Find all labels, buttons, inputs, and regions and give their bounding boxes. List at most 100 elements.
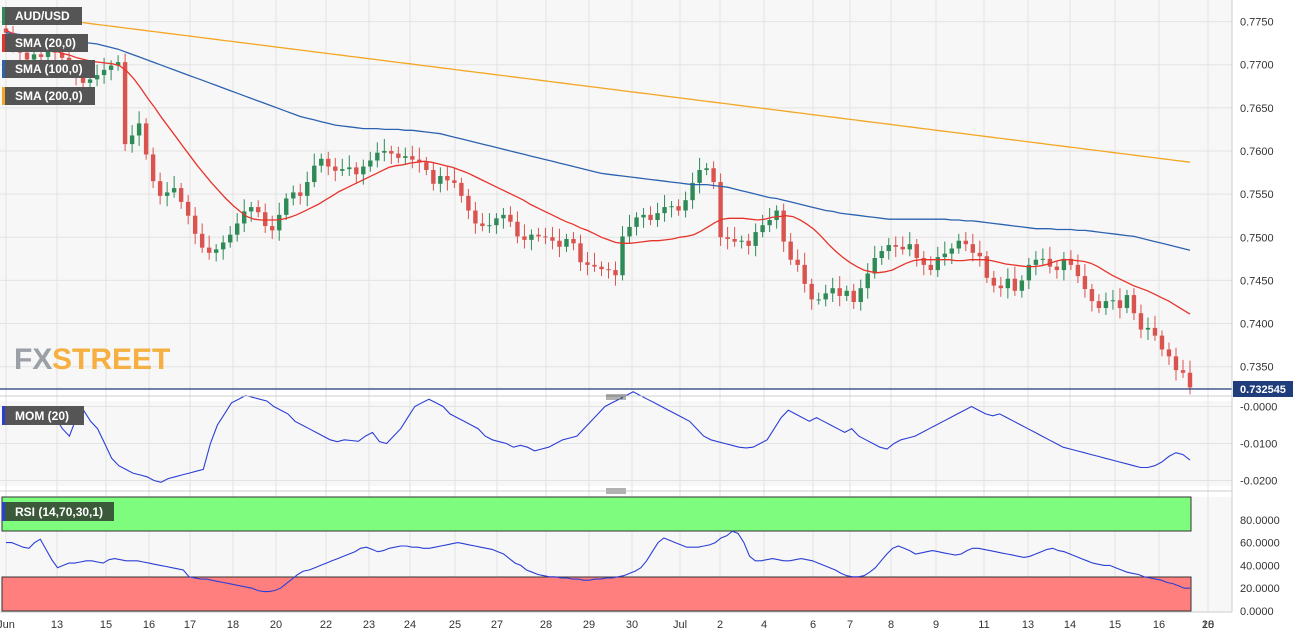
mom-line: [5, 391, 1191, 483]
candle-body: [529, 234, 534, 240]
legend-mom[interactable]: MOM (20): [2, 406, 84, 425]
candle-body: [634, 217, 639, 227]
candle-body: [424, 162, 429, 170]
legend-sma100[interactable]: SMA (100,0): [2, 60, 95, 78]
candle-body: [1005, 278, 1011, 289]
candle-body: [998, 285, 1004, 289]
candle-body: [767, 220, 772, 226]
candle-body: [1054, 266, 1060, 271]
candle-body: [1138, 313, 1144, 330]
candle-body: [753, 232, 758, 246]
candle-body: [900, 246, 905, 250]
candle-body: [1012, 278, 1018, 291]
candle-body: [249, 207, 254, 212]
candle-body: [438, 176, 443, 184]
candle-body: [872, 257, 877, 274]
x-tick-label: 16: [143, 619, 155, 631]
candle-body: [171, 188, 177, 193]
candle-body: [1019, 280, 1025, 291]
candle-body: [991, 277, 997, 286]
candle-body: [739, 240, 744, 242]
candle-body: [536, 234, 541, 237]
candle-body: [143, 123, 149, 155]
candle-body: [1033, 259, 1039, 265]
rsi-tick-label: 20.0000: [1240, 583, 1280, 595]
candle-body: [284, 198, 289, 215]
candle-body: [206, 247, 212, 253]
candle-body: [487, 225, 492, 227]
candle-body: [830, 288, 835, 294]
x-tick-label: Jun: [0, 619, 15, 631]
candle-body: [977, 252, 983, 257]
candle-body: [1117, 300, 1123, 309]
sma100-line: [5, 32, 1191, 251]
candle-body: [704, 168, 709, 170]
x-tick-label: 11: [978, 619, 989, 631]
candle-body: [354, 167, 359, 175]
legend-mom-label: MOM (20): [15, 409, 69, 423]
candle-body: [94, 75, 100, 80]
x-tick-label: 14: [1064, 619, 1076, 631]
candle-body: [522, 236, 527, 240]
candle-body: [31, 54, 37, 60]
candle-body: [80, 76, 86, 83]
candle-body: [192, 215, 198, 234]
legend-rsi[interactable]: RSI (14,70,30,1): [2, 502, 114, 521]
candle-body: [606, 269, 611, 271]
candle-body: [45, 49, 51, 57]
x-tick-label: 22: [320, 619, 332, 631]
mom-plot: [5, 391, 1191, 483]
legend-sma200[interactable]: SMA (200,0): [2, 87, 95, 105]
candle-body: [150, 154, 156, 182]
candle-body: [851, 290, 856, 302]
candle-body: [641, 214, 646, 218]
candle-body: [1159, 335, 1165, 350]
candle-body: [557, 240, 562, 247]
candle-body: [515, 221, 520, 237]
candle-body: [1082, 276, 1088, 290]
candle-body: [774, 210, 779, 221]
legend-symbol[interactable]: AUD/USD: [2, 7, 82, 25]
rsi-tick-label: 40.0000: [1240, 560, 1280, 572]
candle-body: [256, 207, 261, 213]
candle-body: [935, 257, 940, 271]
resize-handle-1[interactable]: [606, 394, 626, 400]
legend-sma20[interactable]: SMA (20,0): [2, 34, 88, 52]
x-tick-label: 8: [888, 619, 894, 631]
candle-body: [312, 165, 317, 183]
candle-body: [234, 223, 240, 235]
candle-body: [683, 200, 688, 211]
candle-body: [949, 248, 954, 254]
candle-body: [1089, 289, 1095, 302]
x-tick-label: 27: [491, 619, 503, 631]
x-tick-label: 20: [1202, 619, 1214, 631]
candle-body: [298, 192, 303, 196]
candle-body: [445, 176, 450, 181]
candle-body: [382, 150, 387, 153]
candle-body: [907, 244, 912, 250]
price-tick-label: 0.7750: [1240, 17, 1274, 29]
legend-sma100-label: SMA (100,0): [15, 62, 83, 76]
legend-symbol-label: AUD/USD: [15, 9, 70, 23]
price-tick-label: 0.7650: [1240, 103, 1274, 115]
candle-body: [620, 236, 625, 276]
resize-handle-2[interactable]: [606, 488, 626, 494]
candle-body: [115, 62, 121, 66]
candle-body: [879, 251, 884, 258]
fxstreet-logo-fx: FX: [14, 343, 52, 376]
fxstreet-logo-street: STREET: [52, 343, 170, 376]
candle-body: [38, 54, 44, 57]
candle-body: [1026, 264, 1032, 281]
candle-body: [333, 166, 338, 171]
candle-body: [466, 195, 471, 211]
candle-body: [59, 52, 65, 58]
candle-body: [921, 257, 926, 265]
rsi-tick-label: 60.0000: [1240, 538, 1280, 550]
candle-body: [1145, 327, 1151, 330]
y-axis-ticks: 0.7750 0.7700 0.7650 0.7600 0.7550 0.7500 0.74…: [1240, 17, 1280, 618]
x-tick-label: 2: [717, 619, 723, 631]
candle-body: [305, 182, 310, 196]
candle-body: [389, 150, 394, 154]
candle-body: [550, 237, 555, 241]
